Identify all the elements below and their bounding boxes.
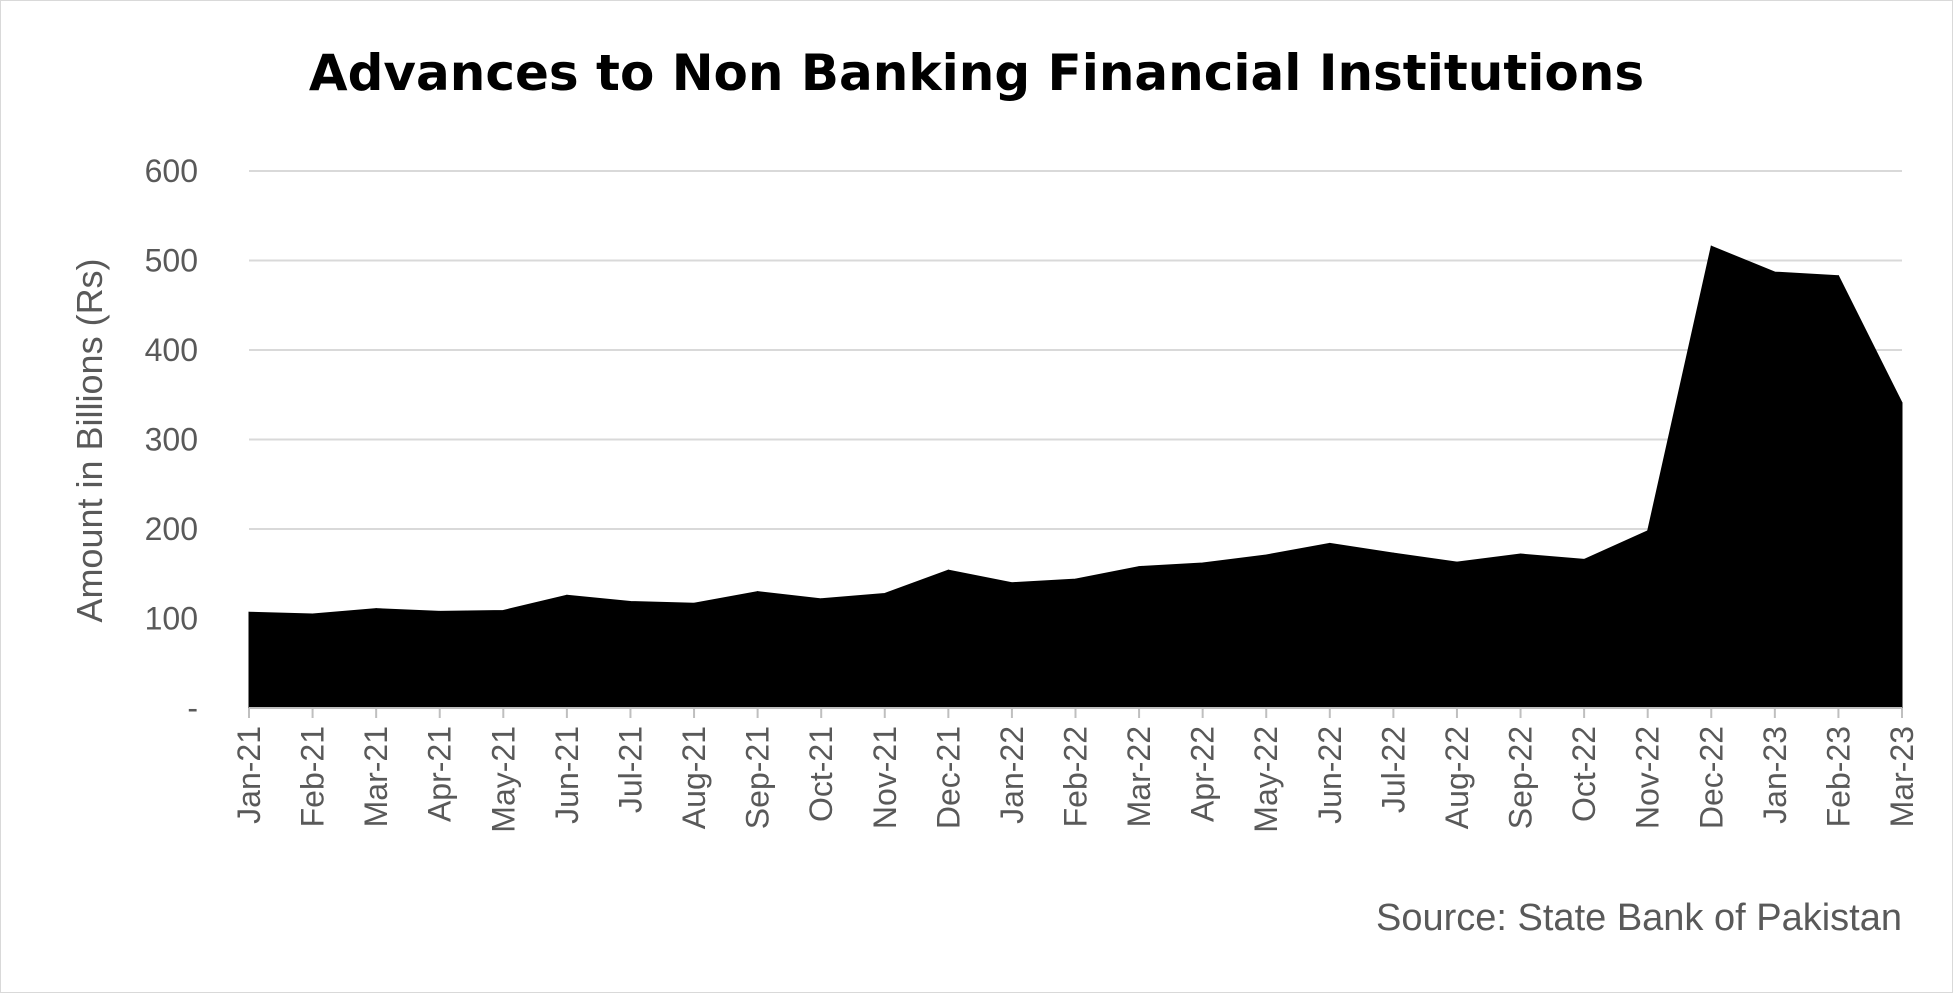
x-tick-label-May-21: May-21 — [485, 726, 521, 833]
x-tick-label-Jan-22: Jan-22 — [994, 726, 1030, 824]
data-point-Oct-22 — [1583, 558, 1585, 560]
data-point-Dec-21 — [947, 569, 949, 571]
x-tick-label-Oct-22: Oct-22 — [1566, 726, 1602, 822]
data-point-Mar-23 — [1901, 402, 1903, 404]
data-point-Jan-23 — [1774, 271, 1776, 273]
data-point-Jul-21 — [629, 600, 631, 602]
data-point-Aug-22 — [1456, 561, 1458, 563]
data-point-Jan-22 — [1011, 582, 1013, 584]
x-tick-label-Feb-21: Feb-21 — [295, 726, 331, 827]
data-point-Jan-21 — [248, 611, 250, 613]
data-point-Jun-21 — [566, 594, 568, 596]
y-tick-labels: - 100 200 300 400 500 600 — [145, 153, 198, 726]
y-tick-label-200: 200 — [145, 511, 198, 547]
y-tick-label-100: 100 — [145, 601, 198, 637]
x-tick-label-Dec-21: Dec-21 — [930, 726, 966, 829]
data-point-Mar-21 — [375, 608, 377, 610]
x-tick-label-Sep-21: Sep-21 — [740, 726, 776, 829]
x-tick-label-Jul-22: Jul-22 — [1375, 726, 1411, 813]
x-tick-label-Jul-21: Jul-21 — [612, 726, 648, 813]
data-point-Jul-22 — [1392, 552, 1394, 554]
x-tick-label-Aug-21: Aug-21 — [676, 726, 712, 829]
x-tick-label-Apr-22: Apr-22 — [1185, 726, 1221, 822]
data-point-Feb-22 — [1075, 578, 1076, 580]
grid-layer — [249, 170, 1902, 620]
data-point-Apr-21 — [439, 610, 441, 612]
x-tick-label-May-22: May-22 — [1248, 726, 1284, 833]
y-tick-label-500: 500 — [145, 243, 198, 279]
y-axis-label: Amount in Billions (Rs) — [69, 258, 110, 622]
data-point-Feb-23 — [1837, 275, 1839, 277]
x-tick-label-Nov-21: Nov-21 — [867, 726, 903, 829]
x-tick-label-Sep-22: Sep-22 — [1503, 726, 1539, 829]
data-point-Oct-21 — [820, 598, 822, 600]
x-tick-label-Feb-23: Feb-23 — [1820, 726, 1856, 827]
data-point-May-22 — [1265, 554, 1267, 556]
y-tick-label-600: 600 — [145, 153, 198, 189]
x-tick-label-Jun-22: Jun-22 — [1312, 726, 1348, 824]
area-layer — [248, 245, 1903, 709]
axis-layer — [248, 707, 1903, 718]
data-point-Mar-22 — [1138, 566, 1140, 568]
data-point-Aug-21 — [693, 602, 695, 604]
data-point-May-21 — [502, 609, 504, 611]
data-point-Apr-22 — [1202, 562, 1204, 564]
x-tick-label-Mar-23: Mar-23 — [1884, 726, 1920, 827]
x-tick-label-Jan-21: Jan-21 — [231, 726, 267, 824]
x-tick-label-Feb-22: Feb-22 — [1058, 726, 1094, 827]
y-tick-label-0: - — [187, 690, 198, 726]
y-tick-label-400: 400 — [145, 332, 198, 368]
source-note: Source: State Bank of Pakistan — [1376, 897, 1902, 939]
x-tick-label-Oct-21: Oct-21 — [803, 726, 839, 822]
x-tick-labels: Jan-21 Feb-21 Mar-21 Apr-21 May-21 Jun-21 Jul-… — [231, 726, 1920, 833]
x-tick-label-Mar-22: Mar-22 — [1121, 726, 1157, 827]
area-series — [248, 245, 1903, 709]
y-tick-label-300: 300 — [145, 422, 198, 458]
data-point-Dec-22 — [1710, 245, 1712, 247]
x-tick-label-Mar-21: Mar-21 — [358, 726, 394, 827]
x-tick-label-Jan-23: Jan-23 — [1757, 726, 1793, 824]
data-point-Sep-22 — [1520, 553, 1522, 555]
x-tick-label-Nov-22: Nov-22 — [1630, 726, 1666, 829]
chart-title: Advances to Non Banking Financial Instit… — [308, 44, 1645, 102]
data-point-Jun-22 — [1329, 542, 1331, 544]
x-tick-label-Dec-22: Dec-22 — [1693, 726, 1729, 829]
x-tick-label-Aug-22: Aug-22 — [1439, 726, 1475, 829]
data-point-Sep-21 — [757, 591, 759, 593]
data-point-Nov-21 — [884, 592, 886, 594]
x-tick-label-Jun-21: Jun-21 — [549, 726, 585, 824]
data-point-Nov-22 — [1647, 530, 1649, 532]
x-tick-label-Apr-21: Apr-21 — [422, 726, 458, 822]
data-point-Feb-21 — [312, 613, 314, 615]
